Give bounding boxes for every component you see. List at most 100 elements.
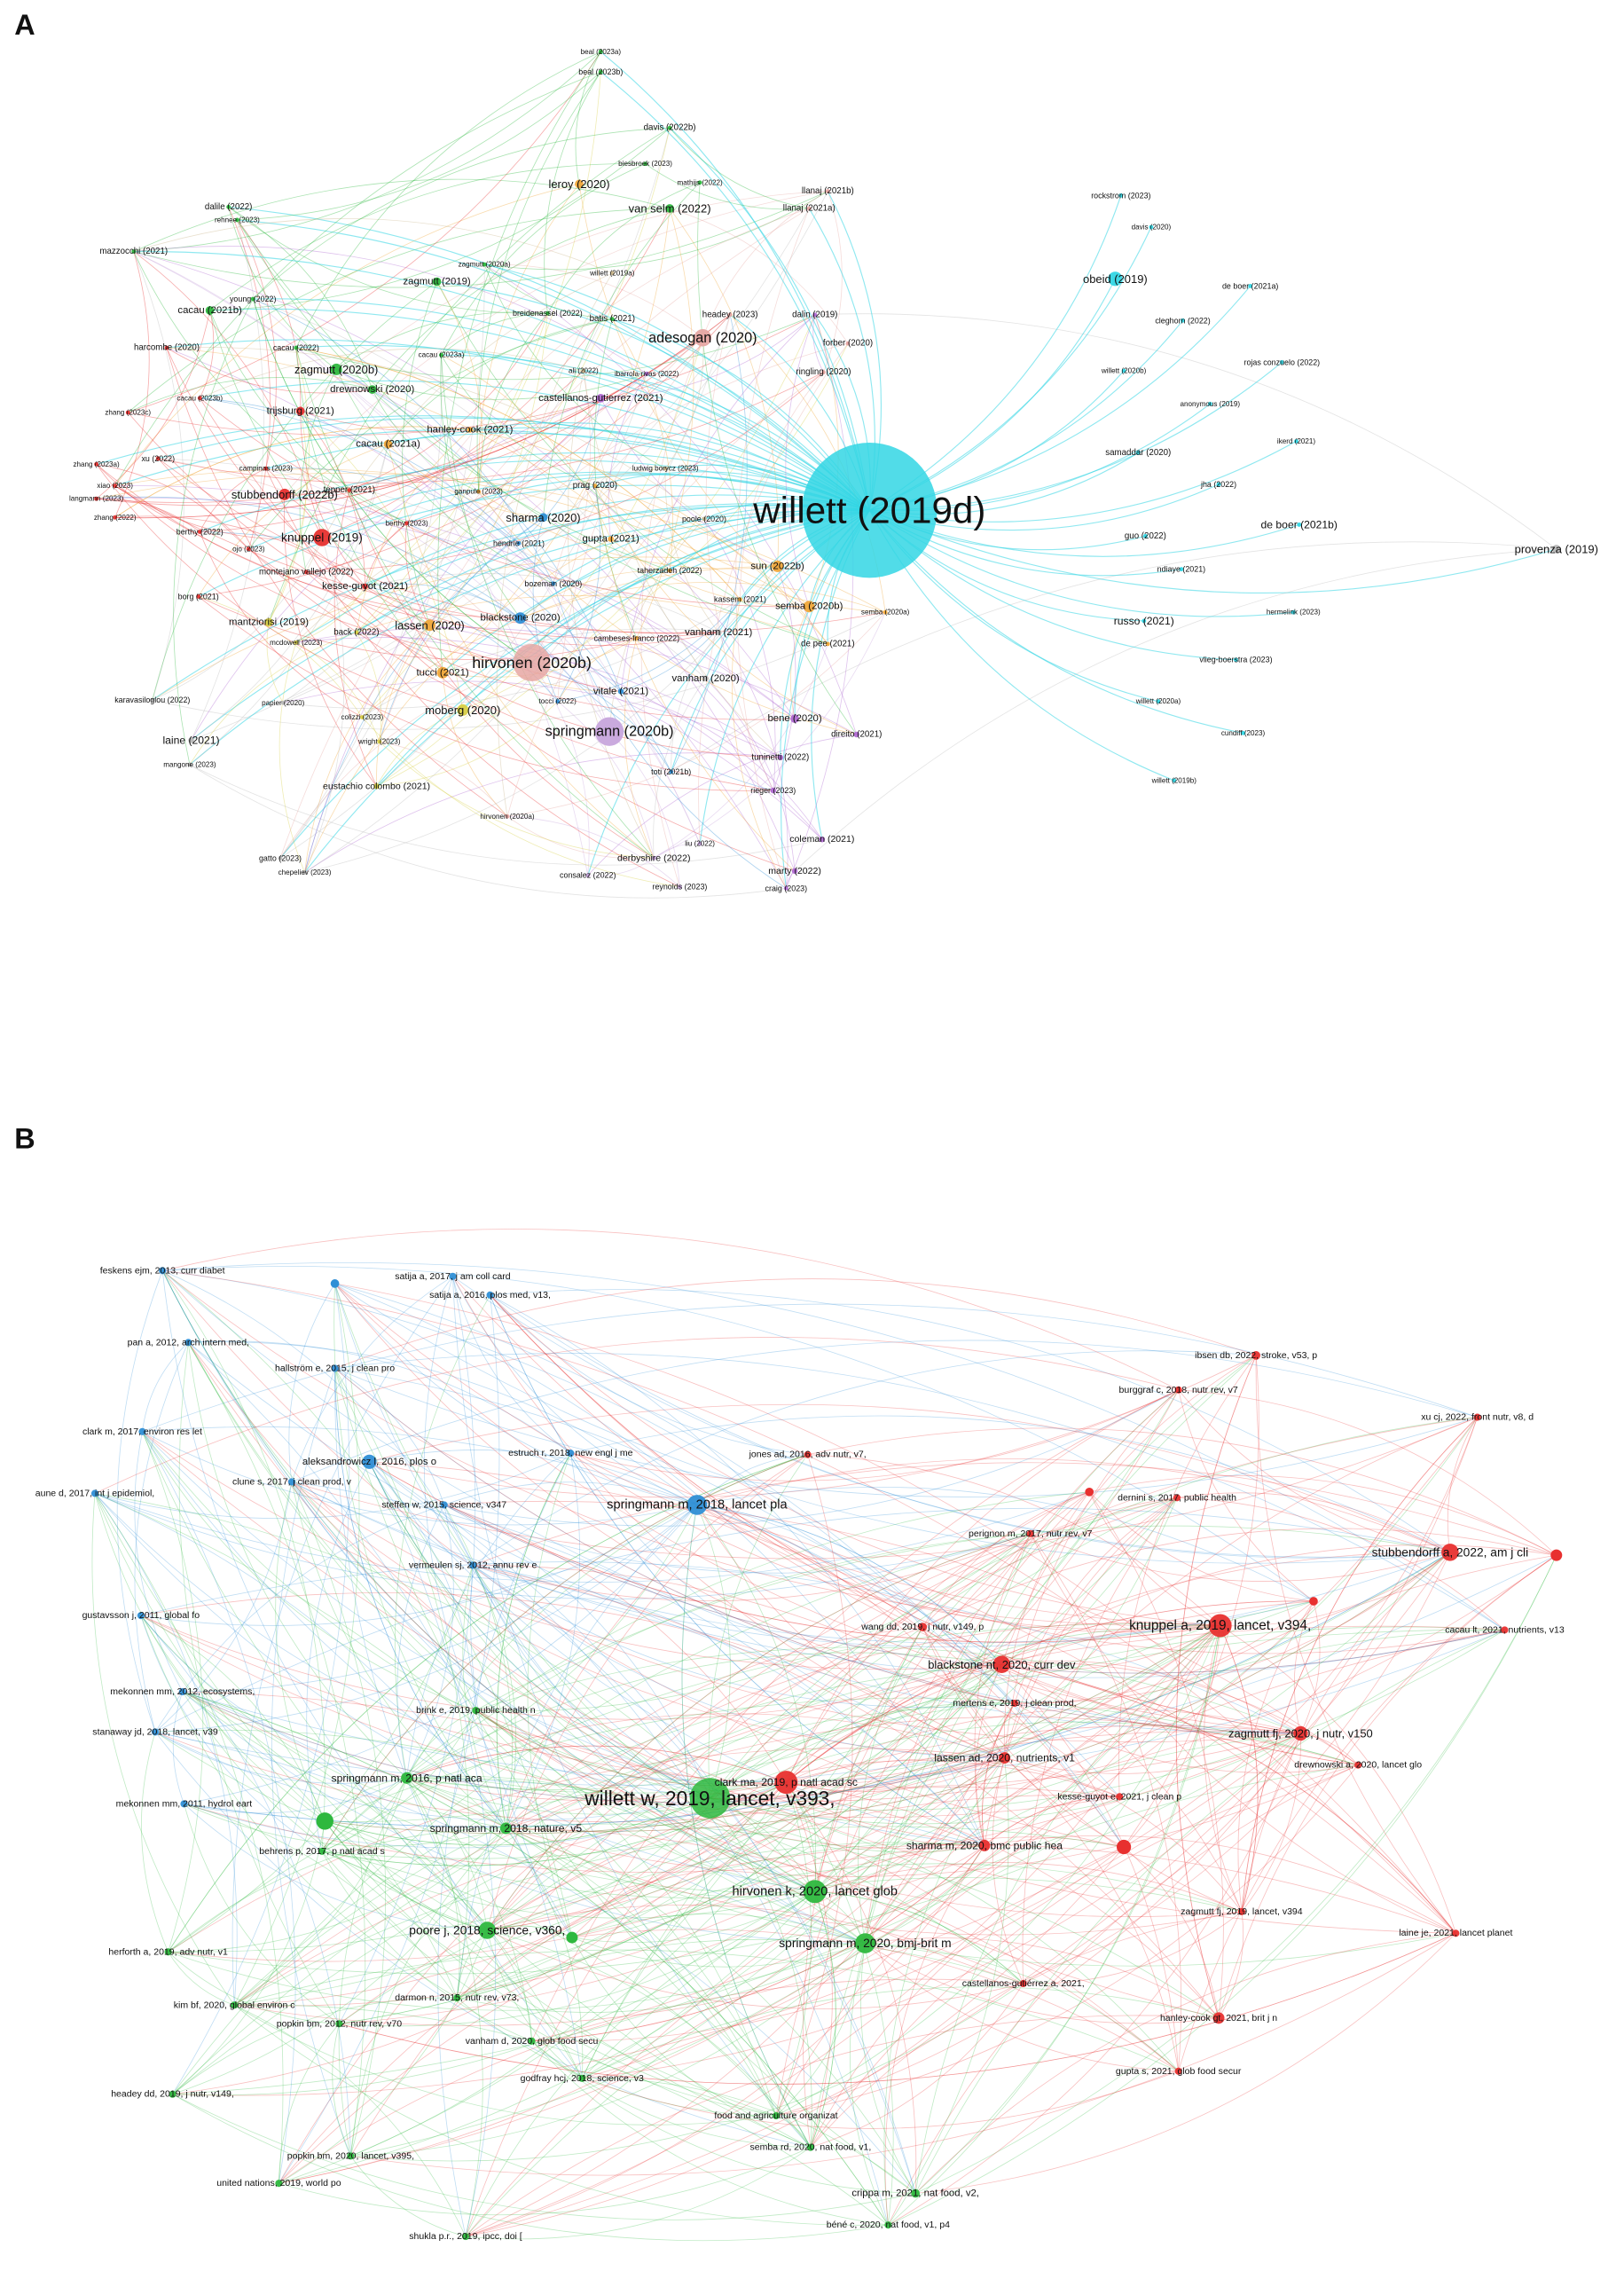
edge xyxy=(234,2004,889,2226)
node-label: derbyshire (2022) xyxy=(617,853,690,863)
edge xyxy=(669,127,810,209)
edge xyxy=(557,485,601,702)
edge xyxy=(335,369,610,732)
node-label: zagmutt (2019) xyxy=(404,277,471,287)
node-label: vanham d, 2020, glob food secu xyxy=(466,2036,599,2047)
edge xyxy=(234,1846,1125,2026)
edge xyxy=(140,1591,1005,1758)
edge xyxy=(306,1461,370,1851)
node-label: hendrie (2021) xyxy=(493,538,545,547)
edge xyxy=(406,1777,777,2117)
edge xyxy=(520,581,886,619)
edge xyxy=(128,314,815,436)
edge xyxy=(356,71,601,633)
edge xyxy=(200,370,584,532)
edge xyxy=(369,1461,474,1566)
edge xyxy=(306,372,824,573)
node xyxy=(1121,368,1126,373)
edge xyxy=(189,764,787,899)
edge xyxy=(321,1851,583,2079)
edge xyxy=(291,1481,1005,1758)
edge xyxy=(544,71,601,314)
edge xyxy=(336,369,622,692)
node xyxy=(231,2001,239,2009)
edge xyxy=(166,347,430,626)
edge xyxy=(209,310,430,626)
edge xyxy=(184,1733,1301,1873)
edge xyxy=(321,1851,777,2117)
node xyxy=(1293,1725,1308,1741)
edge xyxy=(279,1294,500,2184)
edge xyxy=(490,1294,1359,1766)
edge xyxy=(140,1615,326,1822)
node-label: springmann m, 2020, bmj-brit m xyxy=(779,1937,951,1950)
edge xyxy=(142,1431,476,1711)
edge xyxy=(442,672,508,817)
edge xyxy=(140,1615,458,1999)
edge xyxy=(188,1341,698,1505)
edge xyxy=(487,1843,1456,1934)
edge xyxy=(268,127,671,623)
node xyxy=(287,1478,296,1486)
edge xyxy=(172,1733,1301,2096)
edge xyxy=(334,1283,1456,1934)
node-label: hermelink (2023) xyxy=(1267,609,1321,617)
node-label: tepper (2021) xyxy=(324,485,375,495)
node xyxy=(90,1489,99,1497)
edge xyxy=(362,717,680,888)
edge xyxy=(252,298,589,876)
edge xyxy=(350,1943,866,2157)
edge xyxy=(506,1622,1220,1829)
node-label: mekonnen mm, 2012, ecosystems, xyxy=(110,1686,255,1697)
node-label: ganpule (2023) xyxy=(454,488,503,496)
node xyxy=(1248,284,1253,288)
node xyxy=(164,1948,172,1956)
node-label: liu (2022) xyxy=(685,840,715,848)
edge xyxy=(376,509,870,787)
edge xyxy=(94,1493,812,2148)
edge xyxy=(436,281,828,645)
node-label: laine (2021) xyxy=(162,734,219,746)
node xyxy=(651,855,656,860)
node-label: sharma m, 2020, bmc public hea xyxy=(906,1839,1063,1851)
node-label: cleghorn (2022) xyxy=(1155,316,1210,325)
edge xyxy=(472,1565,916,2194)
node-label: béné c, 2020, nat food, v1, p4 xyxy=(827,2220,950,2230)
nodes xyxy=(90,49,1563,2241)
edge xyxy=(406,1778,460,1999)
edge xyxy=(291,1481,387,2157)
node xyxy=(1116,1839,1132,1855)
edge xyxy=(291,1340,1478,1482)
node xyxy=(1142,618,1147,624)
edge xyxy=(233,1702,1015,2006)
edge xyxy=(696,1505,1005,1758)
node-label: de boer (2021a) xyxy=(1222,281,1278,290)
edge xyxy=(233,1778,407,2006)
edge xyxy=(807,1454,1220,1626)
edge xyxy=(168,1827,506,1953)
edge xyxy=(182,1691,583,2079)
edge xyxy=(1001,1663,1243,1913)
edge xyxy=(369,1461,1220,1643)
edge xyxy=(295,627,857,735)
edge xyxy=(506,1793,985,1846)
node xyxy=(566,1931,578,1944)
edge xyxy=(96,463,249,550)
edge xyxy=(161,1270,815,1892)
edge xyxy=(233,2004,467,2237)
node-label: darmon n, 2015, nutr rev, v73, xyxy=(395,1992,519,2003)
edge xyxy=(557,638,637,702)
edge xyxy=(350,1983,1024,2162)
edge xyxy=(300,397,601,433)
node-label: chepeliev (2023) xyxy=(279,868,332,876)
edge xyxy=(582,1533,1032,2079)
edge xyxy=(284,494,377,787)
edge xyxy=(571,1937,812,2149)
edge xyxy=(304,314,731,873)
edge xyxy=(582,1625,1220,2079)
edge xyxy=(571,1389,1180,1938)
edge xyxy=(166,347,373,394)
edge xyxy=(814,1836,1125,1892)
edge xyxy=(441,355,595,487)
edge xyxy=(587,857,655,876)
